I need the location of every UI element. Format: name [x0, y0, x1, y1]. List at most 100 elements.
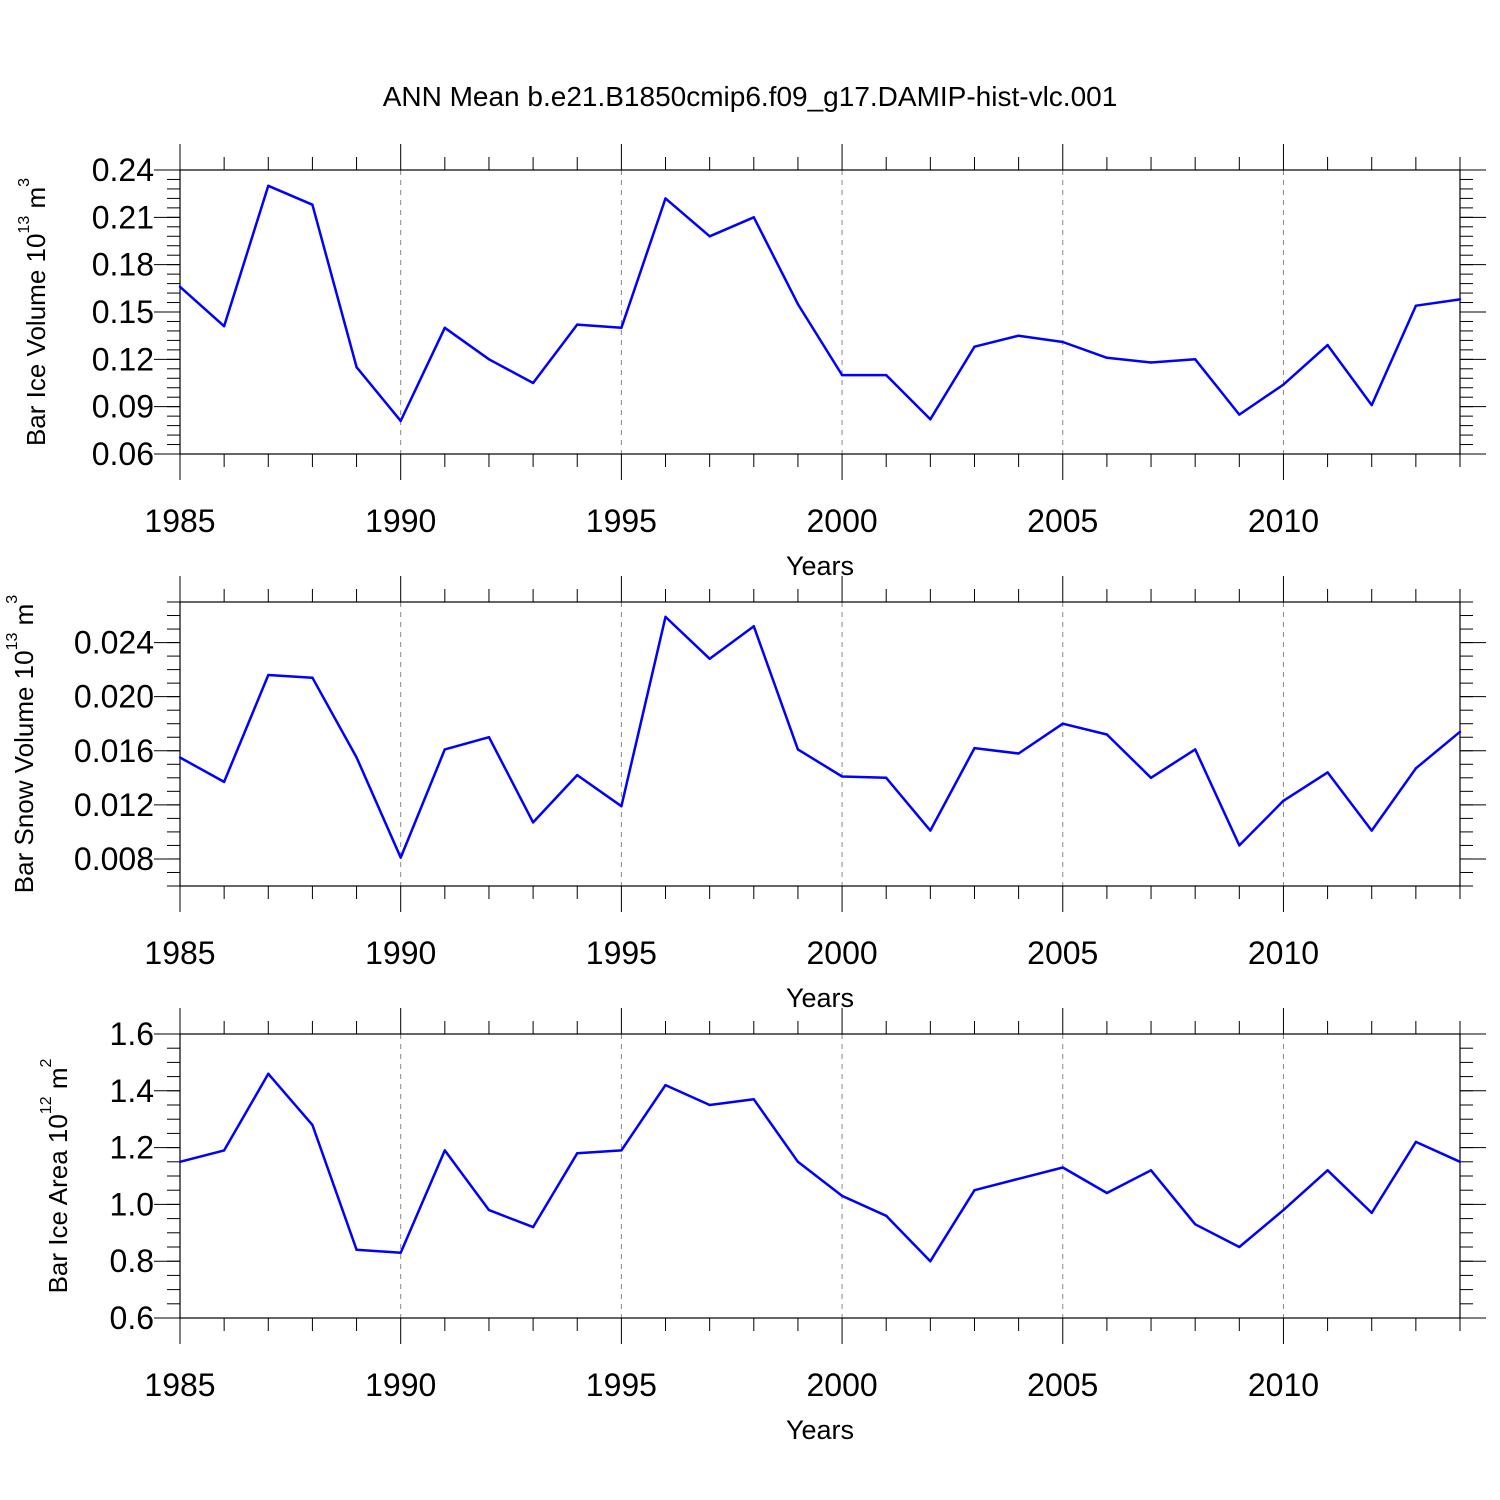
- ice-volume-data-point: [1370, 403, 1373, 407]
- snow-volume-data-point: [222, 780, 226, 784]
- ice-area-data-point: [1282, 1208, 1285, 1212]
- ice-area-data-point: [1370, 1211, 1373, 1215]
- ice-volume-x-tick-label: 2005: [1027, 503, 1098, 539]
- ice-area-data-point: [576, 1152, 579, 1155]
- snow-volume-x-tick-label: 1995: [586, 935, 657, 971]
- snow-volume-data-point: [885, 776, 888, 780]
- snow-volume-data-point: [1105, 733, 1109, 736]
- ice-volume-data-point: [576, 323, 579, 326]
- ice-volume-data-point: [1414, 304, 1418, 307]
- snow-volume-data-point: [840, 775, 844, 778]
- snow-volume-plot-frame: [179, 601, 1461, 887]
- ice-volume-y-tick-label: 0.09: [92, 389, 154, 425]
- snow-volume-data-point: [1061, 722, 1064, 725]
- snow-volume-y-axis-label: Bar Snow Volume 1013 m3: [4, 595, 40, 894]
- snow-volume-data-point: [973, 746, 976, 750]
- ice-area-data-point: [1414, 1140, 1418, 1144]
- ice-volume-x-axis-label: Years: [786, 551, 854, 581]
- ice-volume-data-point: [531, 381, 535, 385]
- ice-area-data-point: [973, 1189, 976, 1192]
- snow-volume-data-point: [531, 821, 535, 824]
- snow-volume-data-point: [399, 856, 402, 859]
- snow-volume-data-point: [443, 748, 447, 751]
- ice-volume-data-point: [1238, 413, 1241, 416]
- ice-area-data-point: [1238, 1245, 1241, 1249]
- panel-ice-area: 0.6 0.8 1.0 1.2 1.4 1.6 1985 1990 1995 2000 2005 20…: [38, 1008, 1486, 1445]
- ice-area-x-tick-label: 2000: [806, 1367, 877, 1403]
- ice-area-y-tick-label: 1.4: [110, 1073, 154, 1109]
- ice-volume-x-tick-label: 1995: [586, 503, 657, 539]
- snow-volume-data-point: [796, 748, 800, 751]
- snow-volume-x-tick-label: 1985: [144, 935, 215, 971]
- snow-volume-data-point: [576, 773, 579, 777]
- ice-area-x-tick-label: 2005: [1027, 1367, 1098, 1403]
- ice-volume-data-point: [178, 285, 182, 288]
- ice-volume-data-point: [885, 373, 888, 377]
- ice-volume-data-point: [973, 345, 976, 348]
- ice-volume-data-point: [1105, 356, 1109, 359]
- snow-volume-data-point: [1238, 844, 1241, 847]
- snow-volume-y-tick-label: 0.016: [74, 733, 154, 769]
- snow-volume-x-tick-label: 2010: [1248, 935, 1319, 971]
- ice-volume-y-tick-label: 0.06: [92, 436, 154, 472]
- snow-volume-data-point: [620, 805, 623, 808]
- snow-volume-data-point: [664, 615, 667, 619]
- ice-area-y-tick-label: 0.6: [110, 1300, 154, 1336]
- ice-area-data-point: [929, 1260, 932, 1263]
- snow-volume-x-tick-label: 2005: [1027, 935, 1098, 971]
- snow-volume-data-point: [752, 625, 755, 628]
- ice-area-y-tick-label: 0.8: [110, 1243, 154, 1279]
- ice-volume-x-tick-label: 1990: [365, 503, 436, 539]
- ice-area-data-point: [620, 1149, 623, 1152]
- ice-area-data-point: [355, 1248, 358, 1252]
- ice-area-y-tick-label: 1.0: [110, 1186, 154, 1222]
- figure-title: ANN Mean b.e21.B1850cmip6.f09_g17.DAMIP-…: [383, 81, 1118, 112]
- ice-volume-x-tick-label: 2000: [806, 503, 877, 539]
- ice-volume-y-tick-label: 0.24: [92, 152, 154, 188]
- ice-area-data-point: [1017, 1177, 1020, 1181]
- snow-volume-y-tick-label: 0.024: [74, 625, 154, 661]
- ice-area-x-axis-label: Years: [786, 1415, 854, 1445]
- panel-snow-volume: 0.008 0.012 0.016 0.020 0.024 1985 1990 1995 200…: [4, 576, 1486, 1013]
- ice-area-data-point: [443, 1149, 447, 1152]
- ice-area-data-point: [311, 1123, 314, 1127]
- snow-volume-y-tick-label: 0.020: [74, 679, 154, 715]
- ice-area-data-point: [1193, 1223, 1197, 1226]
- ice-volume-data-point: [222, 325, 226, 328]
- ice-volume-data-point: [1193, 358, 1197, 361]
- ice-area-data-point: [1149, 1169, 1153, 1172]
- ice-area-data-point: [267, 1072, 270, 1075]
- ice-volume-data-point: [664, 197, 667, 200]
- ice-volume-data-point: [1458, 298, 1462, 301]
- ice-volume-y-axis-label: Bar Ice Volume 1013 m3: [16, 178, 52, 446]
- snow-volume-x-tick-label: 2000: [806, 935, 877, 971]
- ice-area-data-point: [399, 1251, 402, 1254]
- ice-volume-data-point: [708, 235, 711, 238]
- ice-area-data-point: [1326, 1169, 1329, 1172]
- ice-area-data-point: [885, 1214, 888, 1217]
- ice-area-data-point: [796, 1160, 800, 1164]
- ice-area-x-tick-label: 1985: [144, 1367, 215, 1403]
- ice-volume-data-point: [1326, 343, 1329, 347]
- ice-volume-data-point: [796, 302, 800, 306]
- ice-area-data-point: [531, 1225, 535, 1229]
- ice-area-data-point: [840, 1194, 844, 1198]
- snow-volume-data-point: [355, 756, 358, 759]
- snow-volume-data-point: [1193, 748, 1197, 751]
- snow-volume-series-line: [179, 615, 1461, 859]
- snow-volume-x-tick-label: 1990: [365, 935, 436, 971]
- snow-volume-data-point: [267, 673, 270, 677]
- ice-volume-y-tick-label: 0.18: [92, 247, 154, 283]
- snow-volume-data-point: [1326, 771, 1329, 774]
- ice-area-data-point: [222, 1149, 226, 1152]
- ice-area-x-tick-label: 2010: [1248, 1367, 1319, 1403]
- ice-volume-data-point: [620, 326, 623, 329]
- snow-volume-data-point: [1458, 730, 1462, 734]
- ice-area-data-point: [664, 1083, 667, 1087]
- ice-volume-data-point: [311, 203, 314, 206]
- ice-area-data-point: [1458, 1160, 1462, 1164]
- ice-volume-data-point: [1061, 340, 1064, 344]
- ice-volume-x-tick-label: 1985: [144, 503, 215, 539]
- snow-volume-x-axis-label: Years: [786, 983, 854, 1013]
